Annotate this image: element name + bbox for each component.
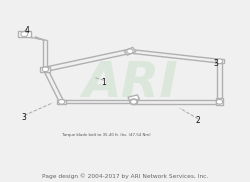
Text: 4: 4 — [24, 26, 29, 35]
Polygon shape — [124, 48, 136, 55]
Circle shape — [127, 49, 133, 54]
Polygon shape — [128, 95, 140, 102]
Circle shape — [130, 99, 138, 105]
Circle shape — [216, 100, 223, 104]
Circle shape — [58, 100, 65, 104]
Polygon shape — [215, 59, 224, 64]
Polygon shape — [216, 98, 223, 105]
Circle shape — [42, 67, 49, 72]
Text: 2: 2 — [196, 116, 201, 125]
Polygon shape — [40, 67, 50, 72]
Polygon shape — [58, 100, 66, 104]
Circle shape — [130, 100, 137, 104]
Text: Page design © 2004-2017 by ARI Network Services, Inc.: Page design © 2004-2017 by ARI Network S… — [42, 173, 208, 179]
Text: 1: 1 — [102, 78, 106, 87]
Circle shape — [216, 59, 223, 64]
Text: 3: 3 — [213, 58, 218, 68]
Text: Torque blade bolt to 35-40 ft. lbs. (47-54 Nm): Torque blade bolt to 35-40 ft. lbs. (47-… — [62, 133, 150, 137]
Polygon shape — [18, 31, 30, 37]
Circle shape — [21, 32, 28, 37]
Text: 3: 3 — [22, 113, 27, 122]
Text: ARI: ARI — [82, 59, 178, 107]
